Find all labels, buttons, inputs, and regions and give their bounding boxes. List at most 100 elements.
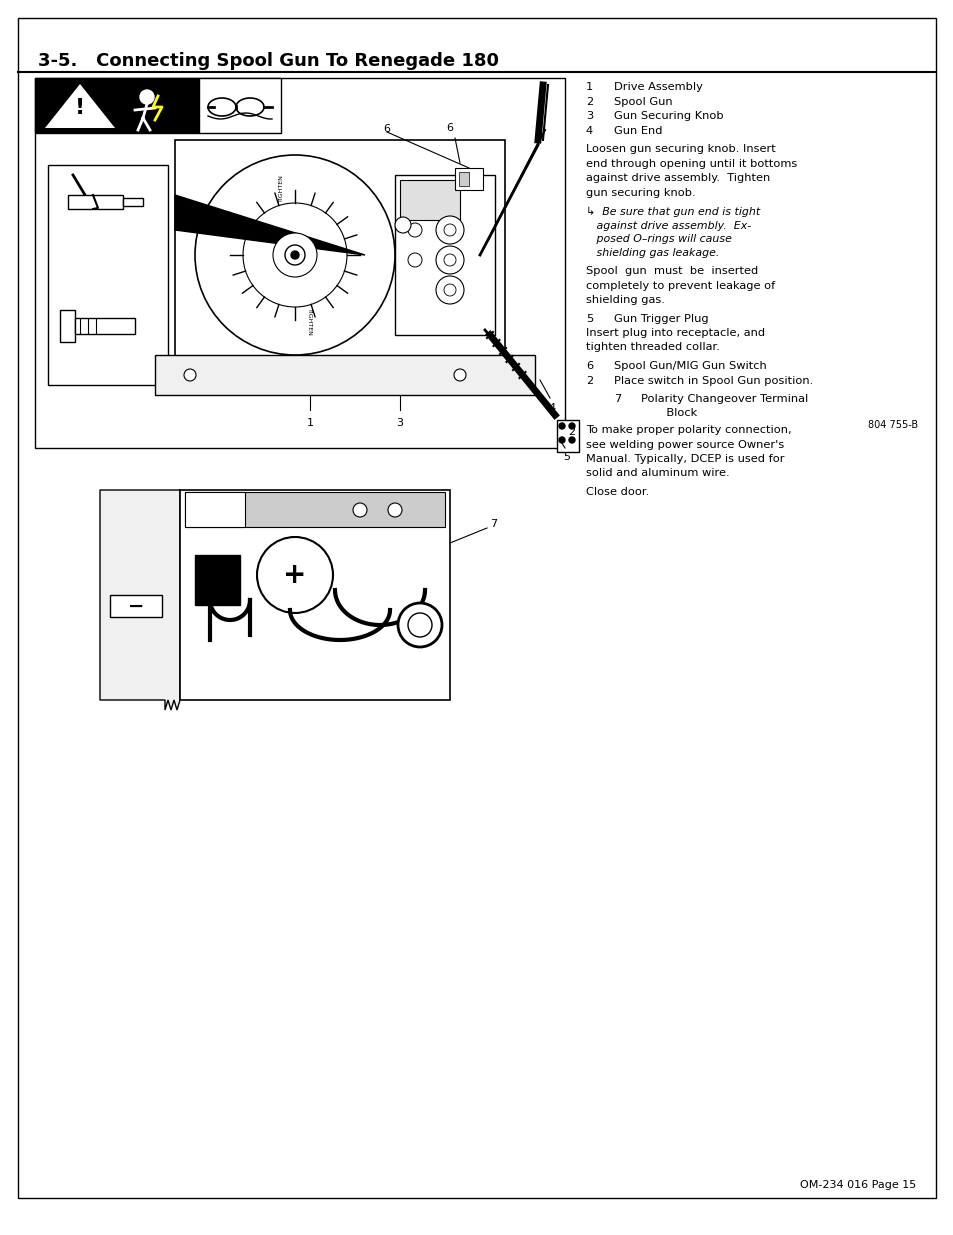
- Text: completely to prevent leakage of: completely to prevent leakage of: [585, 280, 775, 290]
- Circle shape: [436, 275, 463, 304]
- Circle shape: [395, 217, 411, 233]
- Text: Spool Gun: Spool Gun: [614, 96, 672, 106]
- Circle shape: [184, 369, 195, 382]
- Text: 2: 2: [585, 96, 593, 106]
- Bar: [458, 172, 469, 186]
- Text: 1: 1: [585, 82, 593, 91]
- Text: Spool  gun  must  be  inserted: Spool gun must be inserted: [585, 266, 758, 275]
- Text: 3-5.   Connecting Spool Gun To Renegade 180: 3-5. Connecting Spool Gun To Renegade 18…: [38, 52, 498, 70]
- Circle shape: [408, 613, 432, 637]
- Text: Drive Assembly: Drive Assembly: [614, 82, 702, 91]
- Circle shape: [408, 253, 421, 267]
- Text: tighten threaded collar.: tighten threaded collar.: [585, 342, 720, 352]
- Bar: [557, 420, 578, 452]
- Bar: [75, 317, 135, 333]
- Text: ↳  Be sure that gun end is tight: ↳ Be sure that gun end is tight: [585, 207, 760, 217]
- Circle shape: [436, 216, 463, 245]
- Text: 3: 3: [396, 417, 403, 429]
- Bar: [174, 140, 504, 366]
- Circle shape: [436, 246, 463, 274]
- Text: 3: 3: [585, 111, 593, 121]
- Text: Block: Block: [640, 409, 697, 419]
- Text: OM-234 016 Page 15: OM-234 016 Page 15: [799, 1179, 915, 1191]
- Circle shape: [558, 437, 564, 443]
- Text: Insert plug into receptacle, and: Insert plug into receptacle, and: [585, 329, 764, 338]
- Text: 6: 6: [446, 124, 453, 133]
- Bar: [35, 78, 117, 133]
- Circle shape: [291, 251, 298, 259]
- Text: Manual. Typically, DCEP is used for: Manual. Typically, DCEP is used for: [585, 454, 783, 464]
- Text: −: −: [128, 597, 144, 615]
- Text: shielding gas leakage.: shielding gas leakage.: [585, 247, 719, 258]
- Text: 6: 6: [585, 361, 593, 370]
- Circle shape: [140, 90, 153, 104]
- Polygon shape: [174, 195, 365, 254]
- Bar: [154, 354, 535, 395]
- Text: against drive assembly.  Tighten: against drive assembly. Tighten: [585, 173, 769, 183]
- Text: end through opening until it bottoms: end through opening until it bottoms: [585, 158, 797, 168]
- Bar: [194, 555, 240, 605]
- Text: TIGHTEN: TIGHTEN: [278, 174, 283, 203]
- Circle shape: [397, 603, 441, 647]
- Text: Spool Gun/MIG Gun Switch: Spool Gun/MIG Gun Switch: [614, 361, 766, 370]
- Text: Place switch in Spool Gun position.: Place switch in Spool Gun position.: [614, 375, 812, 385]
- Circle shape: [256, 537, 333, 613]
- Text: TIGHTEN: TIGHTEN: [306, 308, 312, 336]
- Text: see welding power source Owner's: see welding power source Owner's: [585, 440, 783, 450]
- Text: Polarity Changeover Terminal: Polarity Changeover Terminal: [640, 394, 807, 404]
- Circle shape: [443, 284, 456, 296]
- Bar: [185, 492, 245, 527]
- Text: against drive assembly.  Ex-: against drive assembly. Ex-: [585, 221, 750, 231]
- Bar: [123, 198, 143, 206]
- Circle shape: [285, 245, 305, 266]
- Polygon shape: [100, 490, 180, 710]
- Text: 7: 7: [490, 519, 497, 529]
- Bar: [199, 78, 281, 133]
- Bar: [60, 310, 75, 342]
- Bar: [110, 595, 162, 618]
- Circle shape: [443, 224, 456, 236]
- Text: 7: 7: [614, 394, 620, 404]
- Circle shape: [194, 156, 395, 354]
- Circle shape: [568, 437, 575, 443]
- Text: posed O–rings will cause: posed O–rings will cause: [585, 233, 731, 245]
- Circle shape: [558, 424, 564, 429]
- Text: Gun End: Gun End: [614, 126, 661, 136]
- Text: 2: 2: [585, 375, 593, 385]
- Text: 2: 2: [567, 427, 575, 437]
- Bar: [68, 195, 123, 209]
- Circle shape: [454, 369, 465, 382]
- Text: Loosen gun securing knob. Insert: Loosen gun securing knob. Insert: [585, 144, 775, 154]
- Text: Gun Trigger Plug: Gun Trigger Plug: [614, 314, 708, 324]
- Text: Gun Securing Knob: Gun Securing Knob: [614, 111, 723, 121]
- Text: 5: 5: [585, 314, 593, 324]
- Text: 1: 1: [306, 417, 314, 429]
- Text: 5: 5: [563, 452, 570, 462]
- Text: 804 755-B: 804 755-B: [867, 420, 917, 430]
- Circle shape: [388, 503, 401, 517]
- Text: gun securing knob.: gun securing knob.: [585, 188, 695, 198]
- Bar: [48, 165, 168, 385]
- Text: To make proper polarity connection,: To make proper polarity connection,: [585, 425, 791, 435]
- Text: 4: 4: [548, 403, 555, 412]
- Text: shielding gas.: shielding gas.: [585, 295, 664, 305]
- Text: 4: 4: [585, 126, 593, 136]
- Text: solid and aluminum wire.: solid and aluminum wire.: [585, 468, 729, 478]
- Polygon shape: [45, 84, 115, 128]
- Bar: [399, 180, 459, 220]
- Circle shape: [568, 424, 575, 429]
- Text: +: +: [283, 561, 306, 589]
- Circle shape: [243, 203, 347, 308]
- Bar: [35, 78, 564, 448]
- Text: !: !: [75, 98, 85, 119]
- Bar: [455, 168, 482, 190]
- Bar: [117, 78, 199, 133]
- Circle shape: [443, 254, 456, 266]
- Bar: [395, 175, 495, 335]
- Circle shape: [273, 233, 316, 277]
- Bar: [180, 490, 450, 700]
- Circle shape: [353, 503, 367, 517]
- Bar: [185, 492, 444, 527]
- Text: Close door.: Close door.: [585, 487, 649, 496]
- Text: 6: 6: [383, 124, 390, 135]
